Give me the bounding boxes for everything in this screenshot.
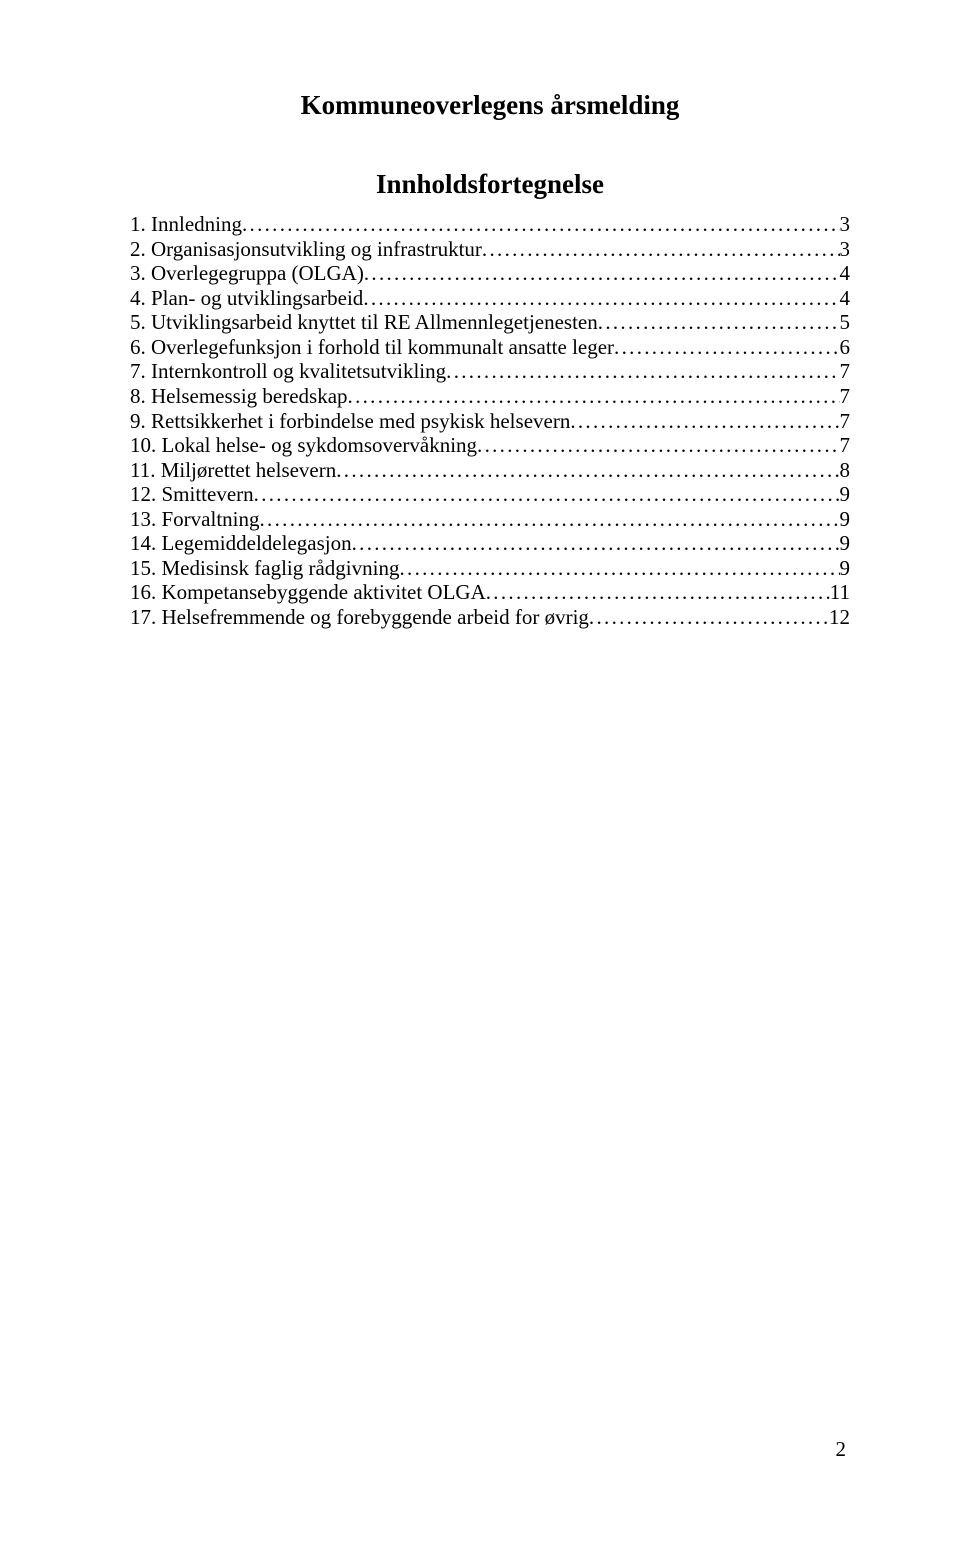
toc-leader-dots: [352, 531, 840, 556]
toc-leader-dots: [477, 433, 839, 458]
toc-entry-page: 4: [840, 261, 851, 286]
toc-heading: Innholdsfortegnelse: [130, 169, 850, 200]
document-title: Kommuneoverlegens årsmelding: [130, 90, 850, 121]
toc-entry: 15. Medisinsk faglig rådgivning 9: [130, 556, 850, 581]
toc-entry-page: 8: [840, 458, 851, 483]
table-of-contents: 1. Innledning 3 2. Organisasjonsutviklin…: [130, 212, 850, 630]
toc-entry-label: 17. Helsefremmende og forebyggende arbei…: [130, 605, 589, 630]
toc-leader-dots: [399, 556, 839, 581]
toc-entry: 11. Miljørettet helsevern 8: [130, 458, 850, 483]
toc-entry-label: 2. Organisasjonsutvikling og infrastrukt…: [130, 237, 482, 262]
toc-leader-dots: [348, 384, 840, 409]
toc-entry: 8. Helsemessig beredskap 7: [130, 384, 850, 409]
toc-leader-dots: [242, 212, 840, 237]
toc-leader-dots: [364, 261, 840, 286]
toc-entry: 17. Helsefremmende og forebyggende arbei…: [130, 605, 850, 630]
toc-leader-dots: [363, 286, 839, 311]
toc-entry-page: 3: [840, 237, 851, 262]
toc-leader-dots: [486, 580, 830, 605]
toc-entry: 6. Overlegefunksjon i forhold til kommun…: [130, 335, 850, 360]
toc-entry-label: 16. Kompetansebyggende aktivitet OLGA: [130, 580, 486, 605]
toc-entry: 2. Organisasjonsutvikling og infrastrukt…: [130, 237, 850, 262]
toc-entry-page: 3: [840, 212, 851, 237]
toc-entry: 3. Overlegegruppa (OLGA) 4: [130, 261, 850, 286]
toc-entry-label: 6. Overlegefunksjon i forhold til kommun…: [130, 335, 614, 360]
toc-entry: 7. Internkontroll og kvalitetsutvikling …: [130, 359, 850, 384]
toc-entry: 1. Innledning 3: [130, 212, 850, 237]
toc-entry-label: 9. Rettsikkerhet i forbindelse med psyki…: [130, 409, 570, 434]
toc-entry-label: 12. Smittevern: [130, 482, 254, 507]
toc-entry: 12. Smittevern 9: [130, 482, 850, 507]
toc-leader-dots: [482, 237, 840, 262]
toc-entry-page: 9: [840, 556, 851, 581]
page-number: 2: [836, 1437, 847, 1462]
toc-entry: 4. Plan- og utviklingsarbeid 4: [130, 286, 850, 311]
toc-entry: 13. Forvaltning 9: [130, 507, 850, 532]
toc-entry-label: 4. Plan- og utviklingsarbeid: [130, 286, 363, 311]
toc-entry-page: 7: [840, 433, 851, 458]
toc-leader-dots: [570, 409, 839, 434]
toc-leader-dots: [589, 605, 829, 630]
toc-entry-page: 12: [829, 605, 850, 630]
toc-entry-page: 7: [840, 384, 851, 409]
toc-entry-label: 15. Medisinsk faglig rådgivning: [130, 556, 399, 581]
toc-entry: 5. Utviklingsarbeid knyttet til RE Allme…: [130, 310, 850, 335]
toc-entry: 10. Lokal helse- og sykdomsovervåkning 7: [130, 433, 850, 458]
toc-entry-page: 6: [840, 335, 851, 360]
toc-entry-page: 7: [840, 409, 851, 434]
toc-entry: 16. Kompetansebyggende aktivitet OLGA 11: [130, 580, 850, 605]
toc-entry-page: 11: [830, 580, 850, 605]
toc-entry: 14. Legemiddeldelegasjon 9: [130, 531, 850, 556]
toc-entry-page: 9: [840, 482, 851, 507]
toc-entry-page: 7: [840, 359, 851, 384]
toc-leader-dots: [254, 482, 840, 507]
toc-entry-label: 3. Overlegegruppa (OLGA): [130, 261, 364, 286]
toc-leader-dots: [614, 335, 839, 360]
toc-entry-page: 9: [840, 531, 851, 556]
toc-entry-page: 5: [840, 310, 851, 335]
toc-entry-label: 11. Miljørettet helsevern: [130, 458, 336, 483]
toc-entry-page: 4: [840, 286, 851, 311]
toc-leader-dots: [260, 507, 840, 532]
toc-entry-page: 9: [840, 507, 851, 532]
toc-entry-label: 1. Innledning: [130, 212, 242, 237]
toc-entry-label: 14. Legemiddeldelegasjon: [130, 531, 352, 556]
toc-entry: 9. Rettsikkerhet i forbindelse med psyki…: [130, 409, 850, 434]
toc-entry-label: 5. Utviklingsarbeid knyttet til RE Allme…: [130, 310, 598, 335]
toc-entry-label: 10. Lokal helse- og sykdomsovervåkning: [130, 433, 477, 458]
toc-leader-dots: [598, 310, 840, 335]
toc-leader-dots: [446, 359, 839, 384]
toc-entry-label: 13. Forvaltning: [130, 507, 260, 532]
toc-entry-label: 8. Helsemessig beredskap: [130, 384, 348, 409]
toc-leader-dots: [336, 458, 839, 483]
toc-entry-label: 7. Internkontroll og kvalitetsutvikling: [130, 359, 446, 384]
